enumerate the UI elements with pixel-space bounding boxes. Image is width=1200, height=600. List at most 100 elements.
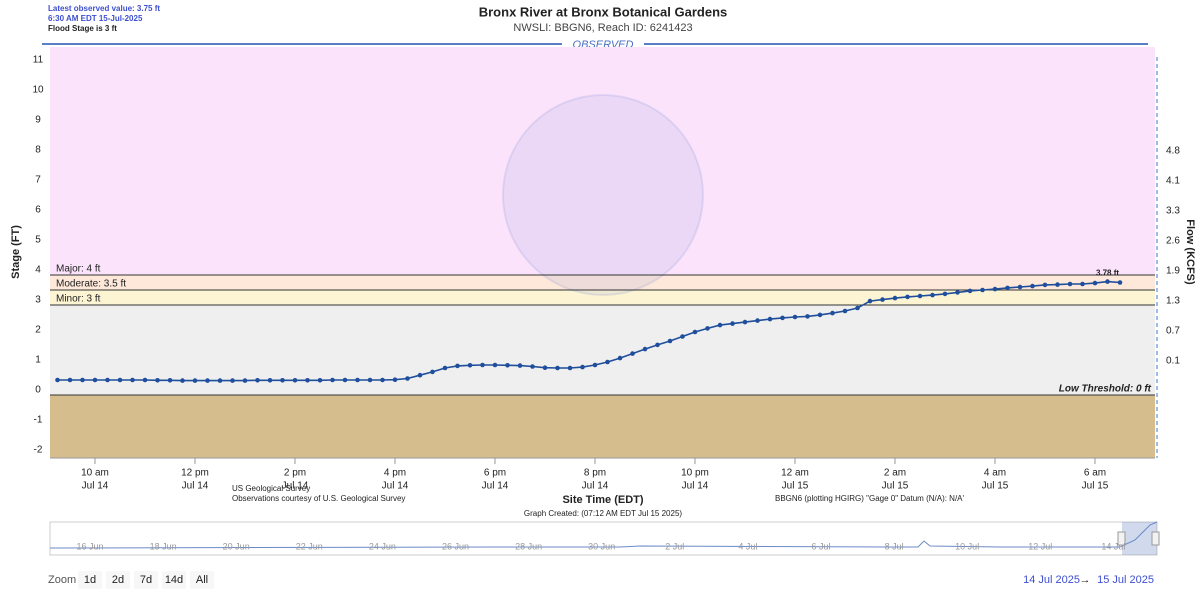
data-point [330,377,335,383]
data-point [655,342,660,348]
data-point [217,378,223,383]
zoom-button-label[interactable]: 7d [140,574,152,586]
data-point [467,363,473,368]
data-point [80,377,85,383]
data-point [192,378,198,383]
navigator[interactable] [49,521,1158,556]
navigator-label: 16 Jun [76,541,103,551]
navigator-selection[interactable] [1122,522,1157,555]
data-point [392,377,398,383]
range-to: 15 Jul 2025 [1097,574,1154,586]
navigator-label: 4 Jul [738,541,757,551]
data-point [1105,279,1110,284]
x-tick-date: Jul 14 [82,481,109,492]
y2-tick-label: 3.3 [1166,206,1180,217]
zoom-button-label[interactable]: 1d [84,574,96,586]
footer-datum: BBGN6 (plotting HGIRG) "Gage 0" Datum (N… [775,494,965,503]
data-point [367,377,373,383]
zoom-button[interactable] [106,571,130,589]
latest-value: Latest observed value: 3.75 ft [48,4,160,13]
data-point [67,377,73,383]
y-tick-label: 2 [35,325,41,336]
data-point [230,378,235,383]
data-point [355,377,360,383]
x-tick-label: 4 am [984,468,1006,479]
data-point [667,338,673,344]
data-point [292,378,298,383]
range-separator: → [1080,574,1091,586]
data-point [592,362,598,368]
data-point [92,377,98,383]
data-point [780,315,785,321]
zoom-button[interactable] [134,571,158,589]
data-point [155,378,160,383]
data-point [567,365,573,371]
data-point [542,365,548,371]
y2-tick-label: 1.3 [1166,296,1180,307]
data-point [817,312,823,318]
y2-axis-label: Flow (KCFS) [1184,219,1196,285]
data-point [680,334,685,339]
data-point [455,363,460,369]
y2-tick-label: 2.6 [1166,236,1180,247]
x-tick-date: Jul 14 [182,481,209,492]
y-tick-label: 7 [35,175,41,186]
zoom-button[interactable] [162,571,186,589]
data-point [555,365,560,371]
data-point [980,287,985,293]
data-point [692,329,698,335]
footer-created: Graph Created: (07:12 AM EDT Jul 15 2025… [524,509,682,518]
chart-title: Bronx River at Bronx Botanical Gardens [479,4,728,19]
data-point [55,377,60,383]
data-point [480,362,485,368]
data-point [605,359,610,365]
zoom-button-label[interactable]: 2d [112,574,124,586]
data-point [905,294,910,300]
flood-stage: Flood Stage is 3 ft [48,24,117,33]
data-point [405,376,410,381]
zoom-button[interactable] [190,571,214,589]
y-tick-label: -1 [34,415,43,426]
y2-tick-label: 4.8 [1166,146,1180,157]
zoom-button[interactable] [78,571,102,589]
data-point [705,326,710,331]
data-point [117,377,123,383]
flood-band [50,305,1155,395]
data-point [167,378,173,383]
zoom-button-label[interactable]: 14d [165,574,183,586]
y-tick-label: 4 [35,265,41,276]
flood-band [50,275,1155,290]
y-tick-label: 5 [35,235,41,246]
navigator-label: 20 Jun [223,541,250,551]
data-point [842,308,848,314]
annotation: 3.78 ft [1096,269,1119,278]
data-point [1067,281,1073,287]
y-axis-label: Stage (FT) [10,225,22,279]
x-tick-label: 6 pm [484,468,506,479]
y-tick-label: -2 [34,445,43,456]
data-point [755,318,760,323]
data-point [317,378,323,383]
data-point [830,310,835,316]
data-point [205,378,210,383]
navigator-handle[interactable] [1151,531,1160,546]
navigator-handle[interactable] [1117,531,1126,546]
flood-band [50,290,1155,305]
data-point [180,378,185,383]
threshold-label: Minor: 3 ft [56,294,101,305]
x-axis-label: Site Time (EDT) [562,494,643,506]
data-point [517,363,523,368]
x-tick-date: Jul 15 [882,481,909,492]
navigator-label: 24 Jun [369,541,396,551]
data-point [1055,282,1060,287]
x-tick-label: 12 am [781,468,809,479]
navigator-label: 28 Jun [515,541,542,551]
navigator-line [49,521,1158,549]
data-point [730,321,735,326]
data-point [617,355,623,361]
navigator-label: 12 Jul [1028,541,1052,551]
data-point [742,319,748,325]
zoom-button-label[interactable]: All [196,574,208,586]
flood-band [50,395,1155,458]
threshold-label: Major: 4 ft [56,264,101,275]
